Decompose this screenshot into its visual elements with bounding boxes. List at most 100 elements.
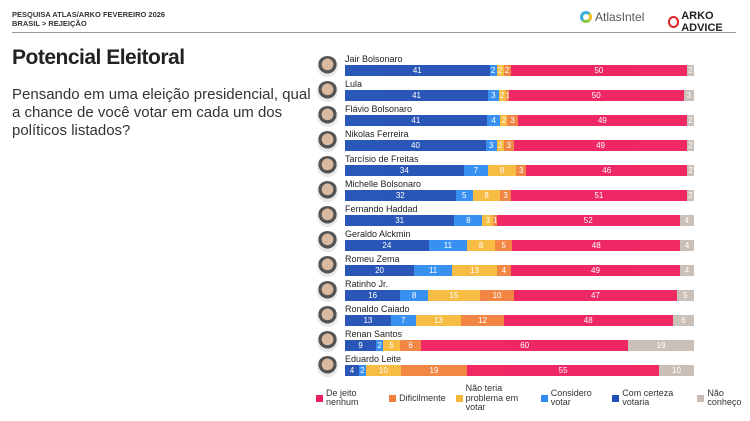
bar-segment: 3 (507, 115, 518, 126)
breadcrumb: BRASIL > REJEIÇÃO (12, 19, 87, 28)
bar-segment: 9 (345, 340, 377, 351)
bar-segment: 11 (428, 240, 468, 251)
bar-segment: 55 (467, 365, 660, 376)
stacked-bar: 13 7 13 12 48 6 (345, 315, 694, 326)
legend-swatch (540, 394, 548, 402)
bar-segment: 10 (659, 365, 694, 376)
stacked-bar: 32 5 8 3 51 2 (345, 190, 694, 201)
bar-segment: 2 (376, 340, 383, 351)
bar-segment: 2 (503, 65, 511, 76)
bar-segment: 5 (495, 240, 513, 251)
candidate-row: Fernando Haddad 31 8 3 1 52 4 (314, 204, 714, 229)
bar-segment: 13 (345, 315, 391, 326)
bar-segment: 46 (526, 165, 687, 176)
legend-label: Não teria problema em votar (465, 383, 519, 412)
bar-segment: 31 (345, 215, 455, 226)
bar-segment: 2 (687, 190, 694, 201)
bar-segment: 47 (514, 290, 677, 301)
candidate-name: Lula (345, 79, 363, 89)
bar-segment: 3 (482, 215, 494, 226)
divider (12, 32, 736, 33)
bar-segment: 8 (488, 165, 516, 176)
bar-segment: 3 (488, 90, 499, 101)
bar-segment: 60 (420, 340, 629, 351)
bar-segment: 10 (365, 365, 401, 376)
legend-swatch (455, 394, 463, 402)
bar-segment: 6 (400, 340, 421, 351)
bar-segment: 5 (676, 290, 694, 301)
bar-segment: 15 (427, 290, 480, 301)
candidate-photo (317, 281, 338, 302)
candidate-photo (317, 306, 338, 327)
candidate-row: Ratinho Jr. 16 8 15 10 47 5 (314, 279, 714, 304)
bar-segment: 3 (503, 140, 515, 151)
legend-swatch (316, 394, 323, 402)
atlas-logo-text: AtlasIntel (595, 10, 645, 24)
candidate-row: Romeu Zema 20 11 13 4 49 4 (314, 254, 714, 279)
candidate-row: Michelle Bolsonaro 32 5 8 3 51 2 (314, 179, 714, 204)
question-text: Pensando em uma eleição presidencial, qu… (12, 86, 311, 139)
bar-segment: 2 (686, 65, 694, 76)
stacked-bar: 31 8 3 1 52 4 (345, 215, 694, 226)
bar-segment: 3 (500, 190, 511, 201)
bar-segment: 41 (345, 65, 490, 76)
candidate-photo (317, 131, 338, 152)
bar-segment: 5 (455, 190, 473, 201)
bar-segment: 13 (415, 315, 462, 326)
bar-segment: 4 (486, 115, 501, 126)
legend-item: Não teria problema em votar (455, 383, 531, 413)
bar-segment: 3 (486, 140, 497, 151)
bar-segment: 41 (345, 115, 487, 126)
legend-swatch (697, 394, 705, 402)
stacked-bar: 9 2 5 6 60 19 (345, 340, 694, 351)
stacked-bar: 16 8 15 10 47 5 (345, 290, 694, 301)
bar-segment: 24 (345, 240, 429, 251)
atlas-icon (580, 11, 592, 23)
legend-label: De jeito nenhum (326, 387, 359, 408)
candidate-name: Jair Bolsonaro (345, 54, 403, 64)
bar-segment: 16 (345, 290, 401, 301)
stacked-bar: 41 3 2 1 50 3 (345, 90, 694, 101)
bar-segment: 3 (683, 90, 694, 101)
legend-item: Dificilmente (389, 384, 446, 413)
bar-segment: 2 (358, 365, 366, 376)
bar-segment: 8 (472, 190, 501, 201)
legend-item: Não conheço (697, 384, 750, 413)
candidate-row: Eduardo Leite 4 2 10 19 55 10 (314, 354, 714, 379)
bar-segment: 12 (461, 315, 504, 326)
candidate-row: Ronaldo Caiado 13 7 13 12 48 6 (314, 304, 714, 329)
candidate-name: Ratinho Jr. (345, 279, 389, 289)
bar-segment: 8 (467, 240, 496, 251)
candidate-name: Tarcísio de Freitas (345, 154, 419, 164)
candidate-name: Flávio Bolsonaro (345, 104, 413, 114)
candidate-name: Nikolas Ferreira (345, 129, 409, 139)
bar-segment: 49 (517, 115, 688, 126)
legend-item: De jeito nenhum (316, 384, 379, 413)
bar-segment: 13 (452, 265, 497, 276)
candidate-name: Renan Santos (345, 329, 403, 339)
candidate-photo (317, 181, 338, 202)
bar-segment: 51 (510, 190, 688, 201)
arko-logo-text: ARKO ADVICE (681, 10, 723, 34)
stacked-bar: 4 2 10 19 55 10 (345, 365, 694, 376)
candidate-row: Lula 41 3 2 1 50 3 (314, 79, 714, 104)
bar-segment: 48 (512, 240, 680, 251)
bar-segment: 4 (345, 365, 359, 376)
bar-segment: 8 (400, 290, 428, 301)
legend-item: Considero votar (540, 384, 602, 413)
stacked-bar: 24 11 8 5 48 4 (345, 240, 694, 251)
candidate-photo (317, 81, 338, 102)
candidate-name: Romeu Zema (345, 254, 400, 264)
bar-segment: 5 (383, 340, 401, 351)
candidate-row: Nikolas Ferreira 40 3 2 3 49 2 (314, 129, 714, 154)
bar-segment: 11 (414, 265, 453, 276)
bar-segment: 34 (345, 165, 464, 176)
bar-segment: 50 (509, 90, 684, 101)
candidate-row: Geraldo Alckmin 24 11 8 5 48 4 (314, 229, 714, 254)
stacked-bar: 41 4 2 3 49 2 (345, 115, 694, 126)
candidate-photo (317, 331, 338, 352)
bar-segment: 3 (515, 165, 527, 176)
bar-segment: 20 (345, 265, 415, 276)
survey-title: PESQUISA ATLAS/ARKO FEVEREIRO 2026 (12, 10, 166, 19)
candidate-photo (317, 231, 338, 252)
